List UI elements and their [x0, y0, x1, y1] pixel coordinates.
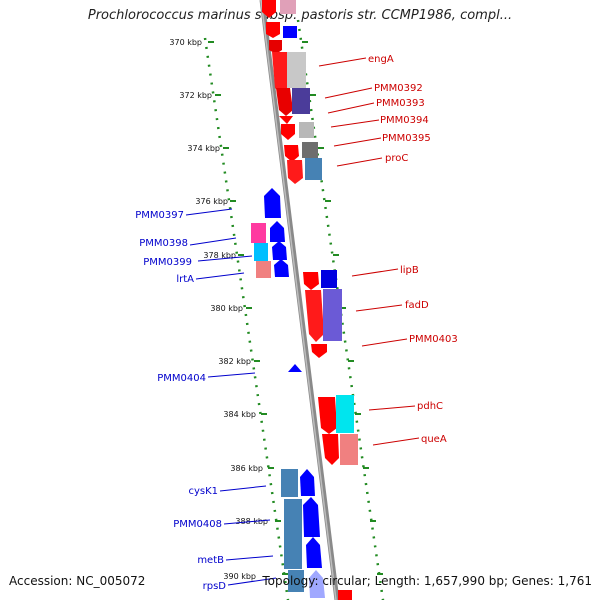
gene-PMM0404[interactable] [288, 364, 302, 372]
gene-label-PMM0394[interactable]: PMM0394 [380, 115, 429, 126]
gene-PMM0392[interactable] [276, 88, 293, 116]
forward-strand-genes [262, 0, 358, 600]
gene-box[interactable] [280, 0, 296, 14]
gene-cysK1[interactable] [300, 469, 315, 496]
gene-PMM0394-box[interactable] [299, 122, 314, 138]
gene-PMM0392-box[interactable] [292, 88, 310, 114]
reverse-strand-genes [251, 0, 325, 598]
gene-label-PMM0404[interactable]: PMM0404 [157, 373, 206, 384]
kbp-tick-label: 370 kbp [169, 38, 202, 47]
gene-queA[interactable] [322, 434, 339, 465]
gene-arrow[interactable] [269, 40, 282, 54]
gene-label-pdhC[interactable]: pdhC [417, 401, 443, 412]
gene-lrtA[interactable] [274, 259, 289, 277]
gene-proC[interactable] [287, 160, 303, 184]
kbp-tick-label: 378 kbp [203, 251, 236, 260]
kbp-tick-label: 382 kbp [218, 357, 251, 366]
gene-rpsD-box[interactable] [288, 570, 304, 592]
kbp-tick-label: 374 kbp [187, 144, 220, 153]
kbp-tick-label: 376 kbp [195, 197, 228, 206]
gene-PMM0408-box[interactable] [284, 499, 302, 569]
accession-text: Accession: NC_005072 [9, 574, 146, 588]
gene-label-PMM0398[interactable]: PMM0398 [139, 238, 188, 249]
kbp-tick-label: 390 kbp [223, 572, 256, 581]
genome-backbone [259, 0, 340, 600]
gene-proC-box[interactable] [305, 158, 322, 180]
gene-pdhC-box[interactable] [336, 395, 354, 433]
gene-label-metB[interactable]: metB [197, 555, 224, 566]
gene-fadD-box[interactable] [323, 289, 342, 341]
gene-PMM0398-box[interactable] [251, 223, 266, 243]
gene-PMM0395-box[interactable] [302, 142, 318, 158]
gene-lrtA-box[interactable] [256, 261, 271, 278]
gene-PMM0393[interactable] [279, 116, 293, 124]
gene-label-lipB[interactable]: lipB [400, 265, 419, 276]
kbp-tick-label: 386 kbp [230, 464, 263, 473]
gene-lipB[interactable] [303, 272, 319, 290]
gene-pdhC[interactable] [318, 397, 337, 434]
page-title: Prochlorococcus marinus subsp. pastoris … [87, 8, 513, 23]
gene-fadD[interactable] [305, 290, 324, 342]
gene-PMM0397[interactable] [264, 188, 281, 218]
gene-label-PMM0392[interactable]: PMM0392 [374, 83, 423, 94]
gene-label-PMM0408[interactable]: PMM0408 [173, 519, 222, 530]
gene-label-rpsD[interactable]: rpsD [203, 581, 227, 592]
gene-arrow[interactable] [338, 590, 352, 600]
kbp-tick-label: 380 kbp [210, 304, 243, 313]
gene-label-PMM0403[interactable]: PMM0403 [409, 334, 458, 345]
kbp-tick-label: 384 kbp [223, 410, 256, 419]
gene-PMM0408[interactable] [303, 497, 320, 537]
gene-label-PMM0393[interactable]: PMM0393 [376, 98, 425, 109]
gene-PMM0395[interactable] [284, 145, 299, 162]
genome-info-text: Topology: circular; Length: 1,657,990 bp… [262, 574, 592, 588]
gene-PMM0399[interactable] [272, 241, 287, 260]
gene-PMM0394[interactable] [281, 124, 295, 140]
gene-cysK1-box[interactable] [281, 469, 298, 497]
gene-PMM0398[interactable] [270, 221, 285, 242]
gene-label-PMM0397[interactable]: PMM0397 [135, 210, 184, 221]
gene-lipB-box[interactable] [321, 270, 337, 288]
gene-label-engA[interactable]: engA [368, 54, 394, 65]
gene-arrow[interactable] [262, 0, 276, 18]
gene-label-queA[interactable]: queA [421, 434, 447, 445]
gene-engA[interactable] [272, 52, 290, 95]
kbp-tick-label: 372 kbp [179, 91, 212, 100]
gene-rpsD[interactable] [309, 570, 325, 598]
gene-label-fadD[interactable]: fadD [405, 300, 429, 311]
gene-label-proC[interactable]: proC [385, 153, 408, 164]
gene-PMM0399-box[interactable] [254, 243, 268, 261]
gene-arrow[interactable] [266, 22, 280, 38]
gene-arrow[interactable] [283, 26, 297, 38]
gene-queA-box[interactable] [340, 434, 358, 465]
gene-label-PMM0395[interactable]: PMM0395 [382, 133, 431, 144]
gene-label-lrtA[interactable]: lrtA [176, 274, 194, 285]
gene-label-PMM0399[interactable]: PMM0399 [143, 257, 192, 268]
gene-metB[interactable] [306, 537, 322, 568]
gene-label-cysK1[interactable]: cysK1 [188, 486, 218, 497]
gene-engA-box[interactable] [287, 52, 306, 88]
gene-PMM0403[interactable] [311, 344, 327, 358]
